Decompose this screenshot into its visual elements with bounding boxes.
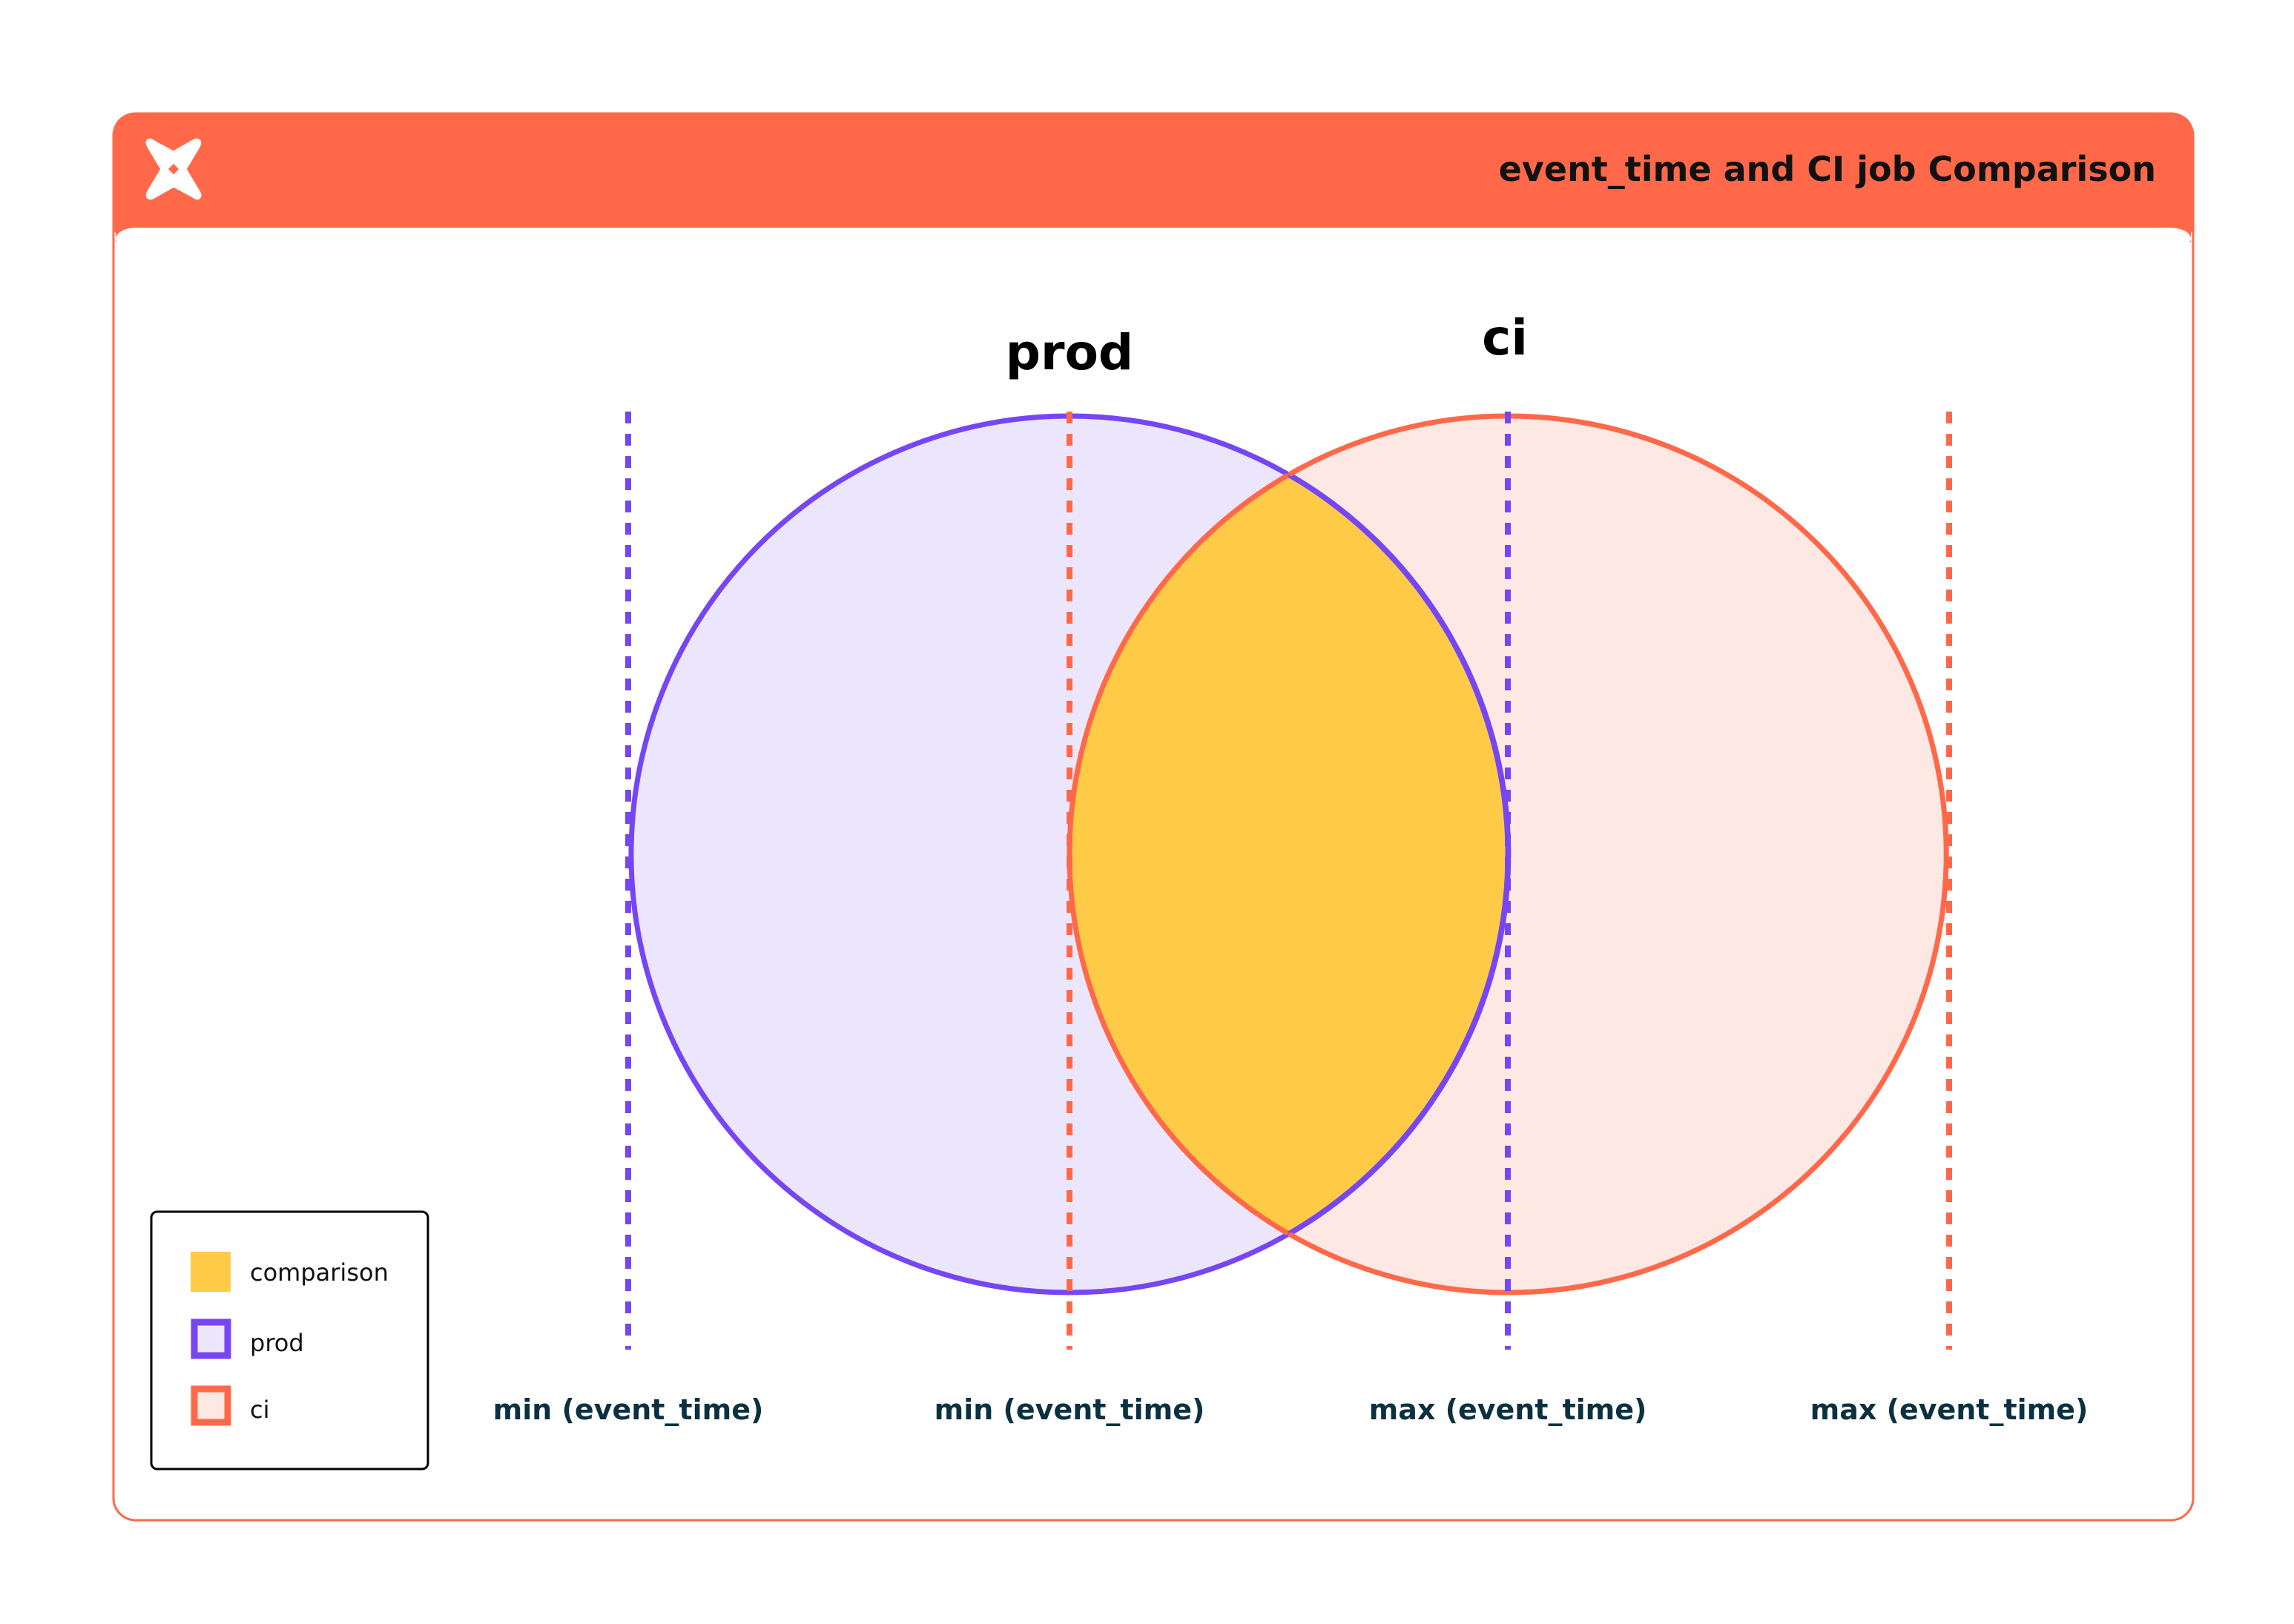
- boundary-label: min (event_time): [935, 1393, 1205, 1426]
- legend-swatch-prod: [191, 1318, 231, 1359]
- boundary-label: min (event_time): [493, 1393, 764, 1426]
- legend-swatch-ci: [191, 1385, 231, 1426]
- dbt-logo-icon: [145, 138, 202, 200]
- boundary-label: max (event_time): [1369, 1393, 1647, 1426]
- legend-label: comparison: [250, 1258, 389, 1287]
- legend: comparison prod ci: [150, 1210, 429, 1470]
- header-title: event_time and CI job Comparison: [1499, 149, 2156, 189]
- ci-label: ci: [1482, 309, 1528, 366]
- header-bar: [113, 113, 2193, 228]
- prod-label: prod: [1006, 324, 1133, 381]
- legend-swatch-comparison: [191, 1252, 231, 1292]
- legend-label: prod: [250, 1329, 304, 1357]
- comparison-intersection: [1069, 416, 1508, 1293]
- boundary-label: max (event_time): [1810, 1393, 2089, 1426]
- legend-label: ci: [250, 1396, 269, 1424]
